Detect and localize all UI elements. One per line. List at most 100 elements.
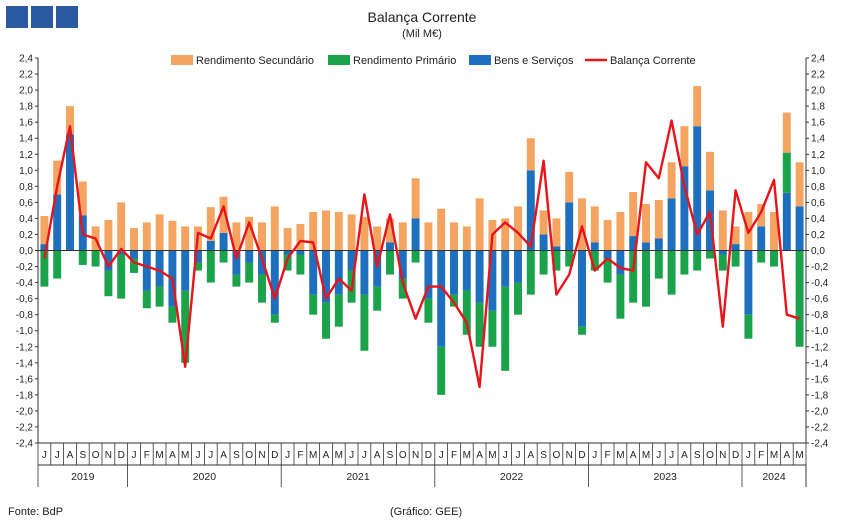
- bar-segment: [629, 236, 638, 251]
- month-label: O: [399, 450, 407, 461]
- y-tick-label-left: 0,6: [19, 198, 33, 209]
- month-label: A: [476, 450, 483, 461]
- bar-segment: [296, 224, 305, 251]
- month-label: J: [208, 450, 213, 461]
- month-label: J: [349, 450, 354, 461]
- y-tick-label-right: 1,4: [811, 134, 825, 145]
- bar-segment: [270, 250, 279, 315]
- month-label: J: [439, 450, 444, 461]
- bar-segment: [654, 238, 663, 251]
- bar-segment: [104, 220, 113, 251]
- bar-segment: [475, 302, 484, 347]
- y-tick-label-left: 1,2: [19, 150, 33, 161]
- y-tick-label-right: 0,0: [811, 246, 825, 257]
- year-label: 2023: [654, 471, 678, 483]
- bar-segment: [642, 242, 650, 251]
- y-tick-label-left: -1,4: [16, 358, 34, 369]
- y-tick-label-right: -1,6: [811, 374, 829, 385]
- y-tick-label-right: 0,8: [811, 182, 825, 193]
- credit-note: (Gráfico: GEE): [390, 506, 463, 518]
- bar-segment: [53, 194, 62, 251]
- bar-segment: [424, 222, 433, 251]
- bar-segment: [693, 126, 702, 251]
- bar-segment: [462, 290, 471, 335]
- y-tick-label-right: 2,2: [811, 70, 825, 81]
- y-tick-label-left: 0,4: [19, 214, 33, 225]
- year-label: 2019: [71, 471, 95, 483]
- bar-segment: [347, 214, 356, 251]
- bar-segment: [206, 207, 215, 241]
- chart-legend: Rendimento Secundário Rendimento Primário…: [171, 55, 696, 67]
- y-tick-label-right: 0,6: [811, 198, 825, 209]
- bar-segment: [386, 218, 394, 243]
- bar-segment: [130, 250, 138, 259]
- bar-segment: [258, 222, 266, 251]
- bar-segment: [629, 250, 638, 303]
- month-label: J: [592, 450, 597, 461]
- month-label: J: [656, 450, 661, 461]
- month-label: O: [245, 450, 253, 461]
- month-label: S: [79, 450, 86, 461]
- year-label: 2024: [762, 471, 786, 483]
- bar-segment: [680, 166, 689, 251]
- y-tick-label-right: -1,0: [811, 326, 829, 337]
- y-tick-label-right: -2,2: [811, 422, 829, 433]
- bar-segment: [565, 202, 574, 251]
- y-tick-label-right: 2,4: [811, 54, 825, 65]
- bar-segment: [66, 134, 74, 251]
- bar-segment: [629, 191, 638, 237]
- bar-segment: [360, 216, 369, 251]
- y-tick-label-left: -1,8: [16, 390, 34, 401]
- bar-segment: [386, 242, 394, 251]
- bar-segment: [373, 226, 382, 251]
- y-tick-label-right: 0,4: [811, 214, 825, 225]
- month-label: M: [642, 450, 650, 461]
- legend-label: Balança Corrente: [610, 55, 696, 67]
- bar-segment: [322, 210, 330, 251]
- bar-segment: [78, 250, 87, 265]
- bar-segment: [40, 250, 49, 287]
- bar-segment: [437, 208, 446, 251]
- y-tick-label-left: 2,0: [19, 86, 33, 97]
- month-label: A: [67, 450, 74, 461]
- month-label: F: [144, 450, 150, 461]
- bar-segment: [245, 216, 254, 251]
- bar-segment: [706, 250, 714, 259]
- y-tick-label-left: 1,0: [19, 166, 33, 177]
- month-label: J: [669, 450, 674, 461]
- bar-segment: [219, 232, 228, 251]
- bar-segment: [270, 206, 279, 251]
- y-tick-label-left: -0,6: [16, 294, 34, 305]
- legend-swatch: [328, 55, 350, 65]
- month-label: O: [553, 450, 561, 461]
- chart-title: Balança Corrente: [368, 9, 477, 25]
- bar-segment: [168, 220, 177, 251]
- month-label: D: [732, 450, 739, 461]
- month-label: F: [758, 450, 764, 461]
- bar-segment: [296, 254, 305, 275]
- bar-segment: [91, 250, 100, 267]
- month-label: M: [155, 450, 163, 461]
- y-tick-label-left: 1,8: [19, 102, 33, 113]
- y-tick-label-right: -0,6: [811, 294, 829, 305]
- bar-segment: [411, 218, 420, 251]
- bar-segment: [334, 212, 343, 251]
- year-label: 2021: [346, 471, 370, 483]
- bar-segment: [757, 226, 766, 251]
- bar-segment: [718, 250, 727, 255]
- y-tick-label-right: 1,8: [811, 102, 825, 113]
- bar-segment: [770, 212, 778, 251]
- month-label: J: [285, 450, 290, 461]
- bar-segment: [744, 250, 753, 315]
- y-tick-label-right: -0,4: [811, 278, 829, 289]
- y-tick-label-left: -1,6: [16, 374, 34, 385]
- bar-segment: [706, 151, 714, 191]
- month-label: M: [463, 450, 471, 461]
- y-tick-label-right: 1,0: [811, 166, 825, 177]
- y-tick-label-right: 2,0: [811, 86, 825, 97]
- bar-segment: [578, 198, 586, 251]
- bar-segment: [680, 126, 689, 167]
- month-label: M: [616, 450, 624, 461]
- month-label: M: [795, 450, 803, 461]
